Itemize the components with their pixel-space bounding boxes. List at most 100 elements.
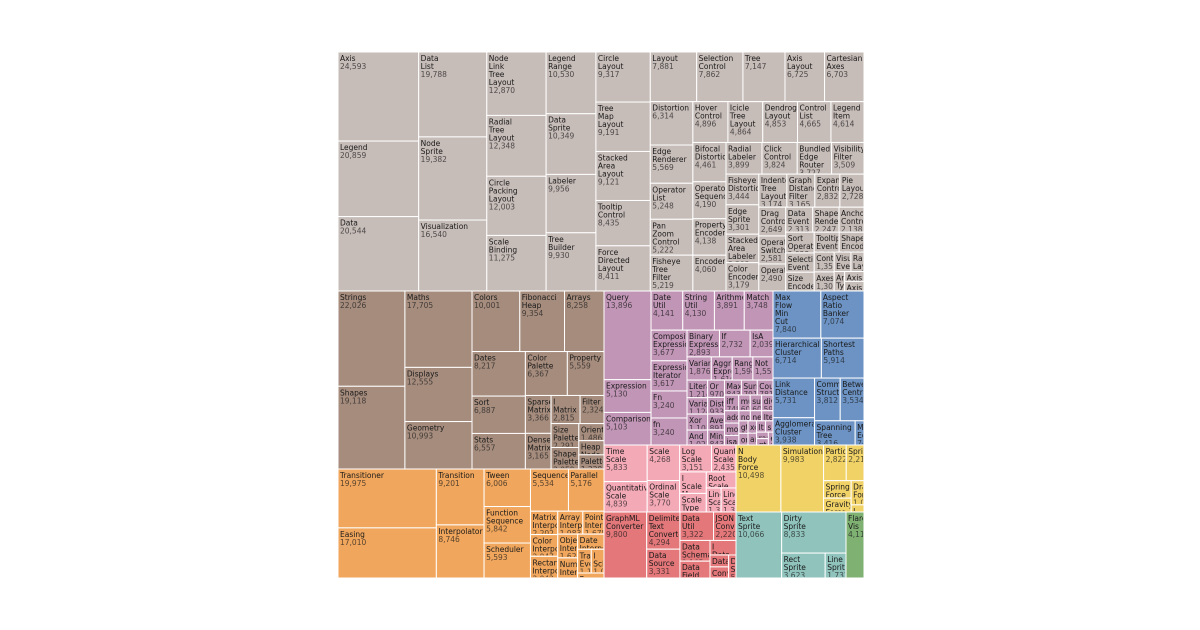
tile-stringutil[interactable]: String Util 4,130	[682, 290, 715, 331]
tile-bundlededgerouter[interactable]: Bundled Edge Router 3,727	[796, 141, 833, 177]
tile-propertyencoder[interactable]: Property Encoder 4,138	[692, 218, 727, 256]
tile-clickcontrol[interactable]: Click Control 3,824	[761, 141, 798, 175]
tile-operator[interactable]: Operator 2,490	[758, 263, 795, 292]
tile-encoder[interactable]: Encoder 4,060	[692, 254, 727, 292]
tile-hovercontrol[interactable]: Hover Control 4,896	[692, 101, 729, 143]
tile-mergeedge[interactable]: MergeEdge743	[854, 420, 881, 448]
tile-rect[interactable]	[650, 417, 688, 446]
tile-aspectratiobanker[interactable]: Aspect Ratio Banker 7,074	[820, 290, 865, 339]
tile-displays[interactable]: Displays 12,555	[404, 366, 473, 423]
tile-rect[interactable]	[471, 432, 526, 470]
tile-transition[interactable]: Transition 9,201	[435, 468, 485, 526]
tile-isa[interactable]: IsA 2,039	[749, 329, 774, 358]
tile-dragforce[interactable]: DragForce1,082	[850, 480, 875, 508]
tile-comparison[interactable]: Comparison 5,103	[603, 411, 652, 446]
tile-rect[interactable]	[337, 140, 420, 218]
tile-dirtysprite[interactable]: Dirty Sprite 8,833	[781, 511, 847, 554]
tile-maths[interactable]: Maths 17,705	[404, 290, 473, 368]
tile-transitioner[interactable]: Transitioner 19,975	[337, 468, 437, 529]
tile-maxflowmincut[interactable]: Max Flow Min Cut 7,840	[772, 290, 822, 339]
tile-expressioniterator[interactable]: Expression Iterator 3,617	[650, 360, 694, 392]
tile-arithmetic[interactable]: Arithmetic 3,891	[713, 290, 755, 331]
tile-rect[interactable]	[337, 385, 406, 470]
tile-datasource[interactable]: Data Source 3,331	[646, 548, 681, 579]
tile-rect[interactable]	[781, 552, 826, 579]
tile-rect[interactable]	[735, 511, 783, 579]
tile-selectionevent[interactable]: SelectionEvent1,880	[785, 252, 823, 280]
tile-rect[interactable]	[831, 141, 865, 175]
tile-transitionevent[interactable]: TransitionEvent1,116	[577, 548, 617, 576]
tile-anchorcontrol[interactable]: Anchor Control 2,138	[838, 206, 868, 234]
tile-rect[interactable]	[524, 394, 552, 434]
tile-rect[interactable]	[595, 245, 651, 292]
tile-if[interactable]: If 2,732	[718, 329, 751, 358]
tile-hierarchicalcluster[interactable]: Hierarchical Cluster 6,714	[772, 337, 822, 379]
tile-timescale[interactable]: Time Scale 5,833	[603, 444, 648, 483]
tile-nbodyforce[interactable]: N Body Force 10,498	[735, 444, 782, 513]
tile-functionsequence[interactable]: Function Sequence 5,842	[483, 506, 531, 544]
tile-tree[interactable]: Tree 7,147	[742, 51, 786, 103]
tile-tooltipcontrol[interactable]: Tooltip Control 8,435	[595, 199, 651, 247]
tile-selectioncontrol[interactable]: Selection Control 7,862	[696, 51, 744, 103]
tile-rect[interactable]	[483, 468, 531, 508]
tile-rect[interactable]	[845, 511, 865, 579]
tile-sort[interactable]: Sort 6,887	[471, 395, 526, 434]
tile-rect[interactable]	[761, 141, 798, 175]
tile-rect[interactable]	[418, 136, 488, 221]
tile-particle[interactable]: Particle 2,822	[823, 444, 854, 482]
tile-rect[interactable]	[471, 290, 521, 353]
tile-datafield[interactable]: Data Field 1,759	[679, 560, 711, 588]
tile-forcedirectedlayout[interactable]: Force Directed Layout 8,411	[595, 245, 651, 292]
tile-visibilityfilter[interactable]: Visibility Filter 3,509	[831, 141, 866, 175]
tile-rect[interactable]	[404, 421, 473, 470]
tile-compositeexpression[interactable]: Composite Expression 3,677	[650, 329, 694, 362]
tile-rect[interactable]	[545, 113, 597, 175]
tile-rect[interactable]	[839, 173, 865, 208]
tile-spanningtree[interactable]: Spanning Tree 3,416	[814, 420, 856, 448]
tile-labeler[interactable]: Labeler 9,956	[545, 173, 597, 234]
tile-legenditem[interactable]: Legend Item 4,614	[830, 101, 865, 143]
tile-rect[interactable]	[567, 468, 605, 512]
tile-fn[interactable]: fn 3,240	[650, 417, 688, 446]
tile-rect[interactable]	[603, 511, 648, 579]
tile-rect[interactable]	[471, 395, 526, 434]
tile-treemaplayout[interactable]: Tree Map Layout 9,191	[595, 101, 651, 152]
tile-panzoomcontrol[interactable]: Pan Zoom Control 5,222	[649, 218, 694, 256]
tile-rect[interactable]	[483, 542, 531, 579]
tile-or[interactable]: Or 970	[707, 379, 725, 399]
tile-jsonconverter[interactable]: JSON Converter 2,220	[713, 511, 754, 541]
tile-indentedtreelayout[interactable]: Indented Tree Layout 3,174	[758, 173, 795, 209]
tile-rect[interactable]	[545, 232, 597, 292]
tile-stats[interactable]: Stats 6,557	[471, 432, 526, 470]
tile-match[interactable]: Match 3,748	[743, 290, 774, 331]
tile-rect[interactable]	[682, 290, 715, 331]
tile-rectangleinterpolator[interactable]: Rectangle Interpolator 2,042	[529, 555, 577, 583]
tile-datautil[interactable]: Data Util 3,322	[679, 511, 715, 541]
tile-rect[interactable]	[650, 329, 688, 362]
tile-operatorlist[interactable]: Operator List 5,248	[649, 182, 694, 220]
tile-rect[interactable]	[524, 351, 568, 396]
tile-fisheyetreefilter[interactable]: Fisheye Tree Filter 5,219	[649, 254, 694, 292]
tile-rect[interactable]	[742, 51, 786, 103]
tile-sparsematrix[interactable]: Sparse Matrix 3,366	[524, 394, 553, 434]
tile-rect[interactable]	[595, 101, 651, 152]
tile-rect[interactable]	[692, 254, 727, 292]
tile-rect[interactable]	[564, 290, 605, 353]
tile-interpolator[interactable]: Interpolator 8,746	[435, 524, 485, 579]
tile-rect[interactable]	[404, 366, 473, 423]
tile-flarevis[interactable]: Flare Vis 4,116	[845, 511, 870, 579]
tile-nodelinktreelayout[interactable]: Node Link Tree Layout 12,870	[486, 51, 547, 116]
tile-graphmlconverter[interactable]: GraphML Converter 9,800	[603, 511, 648, 579]
tile-pause[interactable]: Pause 449	[577, 572, 605, 592]
tile-query[interactable]: Query 13,896	[603, 290, 652, 381]
tile-linearscale[interactable]: Linear Scale 1,316	[705, 487, 732, 515]
tile-layout[interactable]: Layout 7,881	[649, 51, 698, 103]
tile-treebuilder[interactable]: Tree Builder 9,930	[545, 232, 597, 292]
tile-shaperenderer[interactable]: Shape Renderer 2,247	[812, 206, 850, 234]
tile-rect[interactable]	[725, 262, 760, 292]
tile-textsprite[interactable]: Text Sprite 10,066	[735, 511, 783, 579]
tile-legend[interactable]: Legend 20,859	[337, 140, 420, 218]
tile-logscale[interactable]: Log Scale 3,151	[679, 444, 712, 473]
tile-bifocaldistortion[interactable]: Bifocal Distortion 4,461	[692, 141, 732, 183]
tile-rect[interactable]	[727, 101, 764, 143]
